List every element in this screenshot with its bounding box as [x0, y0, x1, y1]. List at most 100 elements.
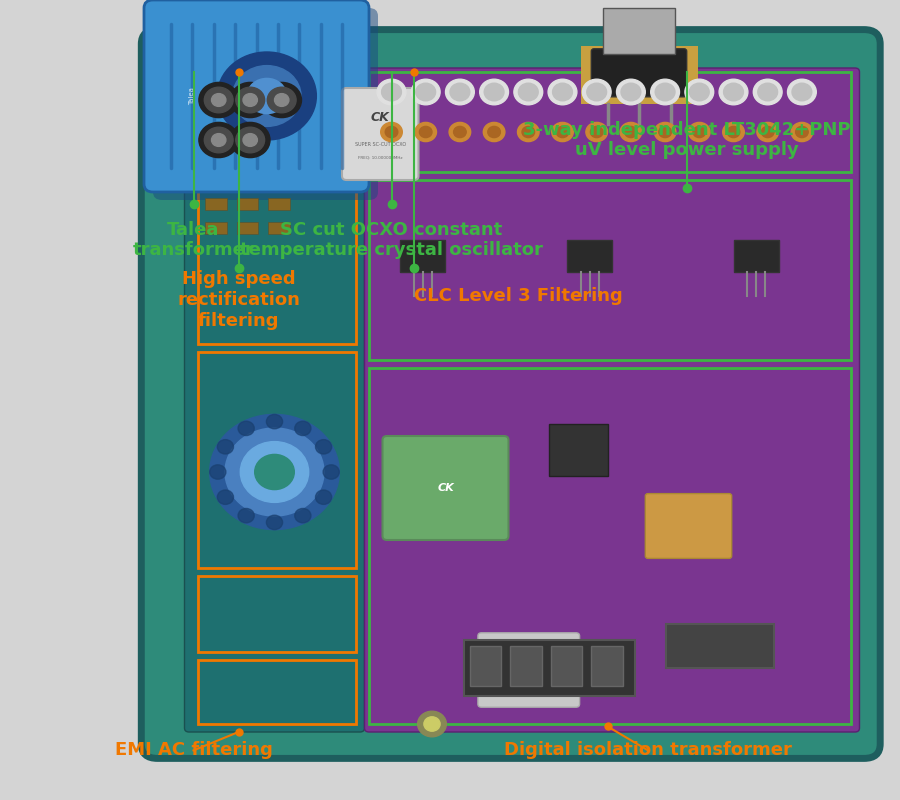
Circle shape [446, 79, 474, 105]
Circle shape [240, 442, 309, 502]
Bar [205, 198, 227, 210]
Circle shape [233, 66, 301, 126]
FancyBboxPatch shape [591, 49, 687, 97]
Circle shape [450, 83, 470, 101]
Circle shape [419, 126, 432, 138]
Bar [549, 424, 608, 476]
Bar [205, 222, 227, 234]
Bar [603, 8, 675, 54]
Circle shape [323, 465, 339, 479]
Circle shape [230, 122, 270, 158]
Circle shape [255, 454, 294, 490]
Bar [268, 198, 290, 210]
Circle shape [199, 82, 238, 118]
Bar [530, 683, 544, 694]
Circle shape [788, 79, 816, 105]
Bar [369, 368, 850, 724]
Circle shape [382, 83, 401, 101]
Text: FREQ: 10.000000MHz: FREQ: 10.000000MHz [358, 155, 402, 159]
Bar [369, 72, 850, 172]
Circle shape [262, 82, 302, 118]
FancyBboxPatch shape [153, 8, 378, 200]
Bar [530, 648, 544, 659]
Text: CK: CK [437, 483, 454, 493]
FancyBboxPatch shape [144, 0, 369, 192]
Circle shape [266, 414, 283, 429]
Circle shape [651, 79, 680, 105]
Bar [268, 222, 290, 234]
Circle shape [236, 87, 265, 113]
Circle shape [274, 94, 289, 106]
Bar [510, 666, 525, 677]
Circle shape [243, 134, 257, 146]
Circle shape [659, 126, 671, 138]
FancyBboxPatch shape [342, 88, 418, 180]
Circle shape [212, 134, 226, 146]
Bar [369, 180, 850, 360]
Bar [198, 576, 356, 652]
Circle shape [693, 126, 706, 138]
Text: EMI AC filtering: EMI AC filtering [114, 742, 273, 759]
Bar [510, 646, 542, 686]
Bar [591, 646, 623, 686]
Circle shape [518, 83, 538, 101]
Text: SC cut OCXO constant
temperature crystal oscillator: SC cut OCXO constant temperature crystal… [240, 221, 543, 259]
Circle shape [757, 122, 778, 142]
Circle shape [377, 79, 406, 105]
FancyBboxPatch shape [364, 68, 860, 732]
Circle shape [295, 509, 311, 523]
Circle shape [247, 78, 287, 114]
Circle shape [616, 79, 645, 105]
Circle shape [225, 428, 324, 516]
Circle shape [238, 509, 254, 523]
Circle shape [724, 83, 743, 101]
FancyBboxPatch shape [141, 30, 880, 758]
Circle shape [625, 126, 637, 138]
Circle shape [514, 79, 543, 105]
Text: CK: CK [371, 110, 390, 124]
Circle shape [316, 490, 332, 504]
Circle shape [210, 465, 226, 479]
Circle shape [586, 122, 608, 142]
Bar [470, 646, 501, 686]
Circle shape [488, 126, 500, 138]
Circle shape [761, 126, 774, 138]
FancyBboxPatch shape [478, 633, 580, 707]
Bar [198, 660, 356, 724]
Circle shape [449, 122, 471, 142]
Circle shape [620, 122, 642, 142]
Bar [551, 646, 582, 686]
Text: Digital isolation transformer: Digital isolation transformer [504, 742, 792, 759]
Bar [198, 72, 356, 344]
Circle shape [689, 83, 709, 101]
Bar [510, 648, 525, 659]
Circle shape [199, 122, 238, 158]
Circle shape [295, 421, 311, 435]
Circle shape [688, 122, 710, 142]
Bar [510, 683, 525, 694]
Circle shape [316, 440, 332, 454]
Circle shape [654, 122, 676, 142]
Bar [567, 240, 612, 272]
Circle shape [236, 127, 265, 153]
Bar [237, 222, 258, 234]
Text: Talea
transformer: Talea transformer [132, 221, 255, 259]
Circle shape [238, 421, 254, 435]
Bar [550, 648, 564, 659]
Text: Talea: Talea [189, 87, 195, 105]
Circle shape [415, 122, 436, 142]
Circle shape [522, 126, 535, 138]
Bar [400, 240, 446, 272]
Circle shape [424, 717, 440, 731]
Bar [491, 666, 505, 677]
Text: High speed
rectification
filtering: High speed rectification filtering [177, 270, 300, 330]
Circle shape [204, 87, 233, 113]
Circle shape [385, 126, 398, 138]
Bar [550, 683, 564, 694]
Text: CLC Level 3 Filtering: CLC Level 3 Filtering [414, 287, 623, 305]
Circle shape [723, 122, 744, 142]
Circle shape [685, 79, 714, 105]
Circle shape [621, 83, 641, 101]
Circle shape [483, 122, 505, 142]
Circle shape [548, 79, 577, 105]
